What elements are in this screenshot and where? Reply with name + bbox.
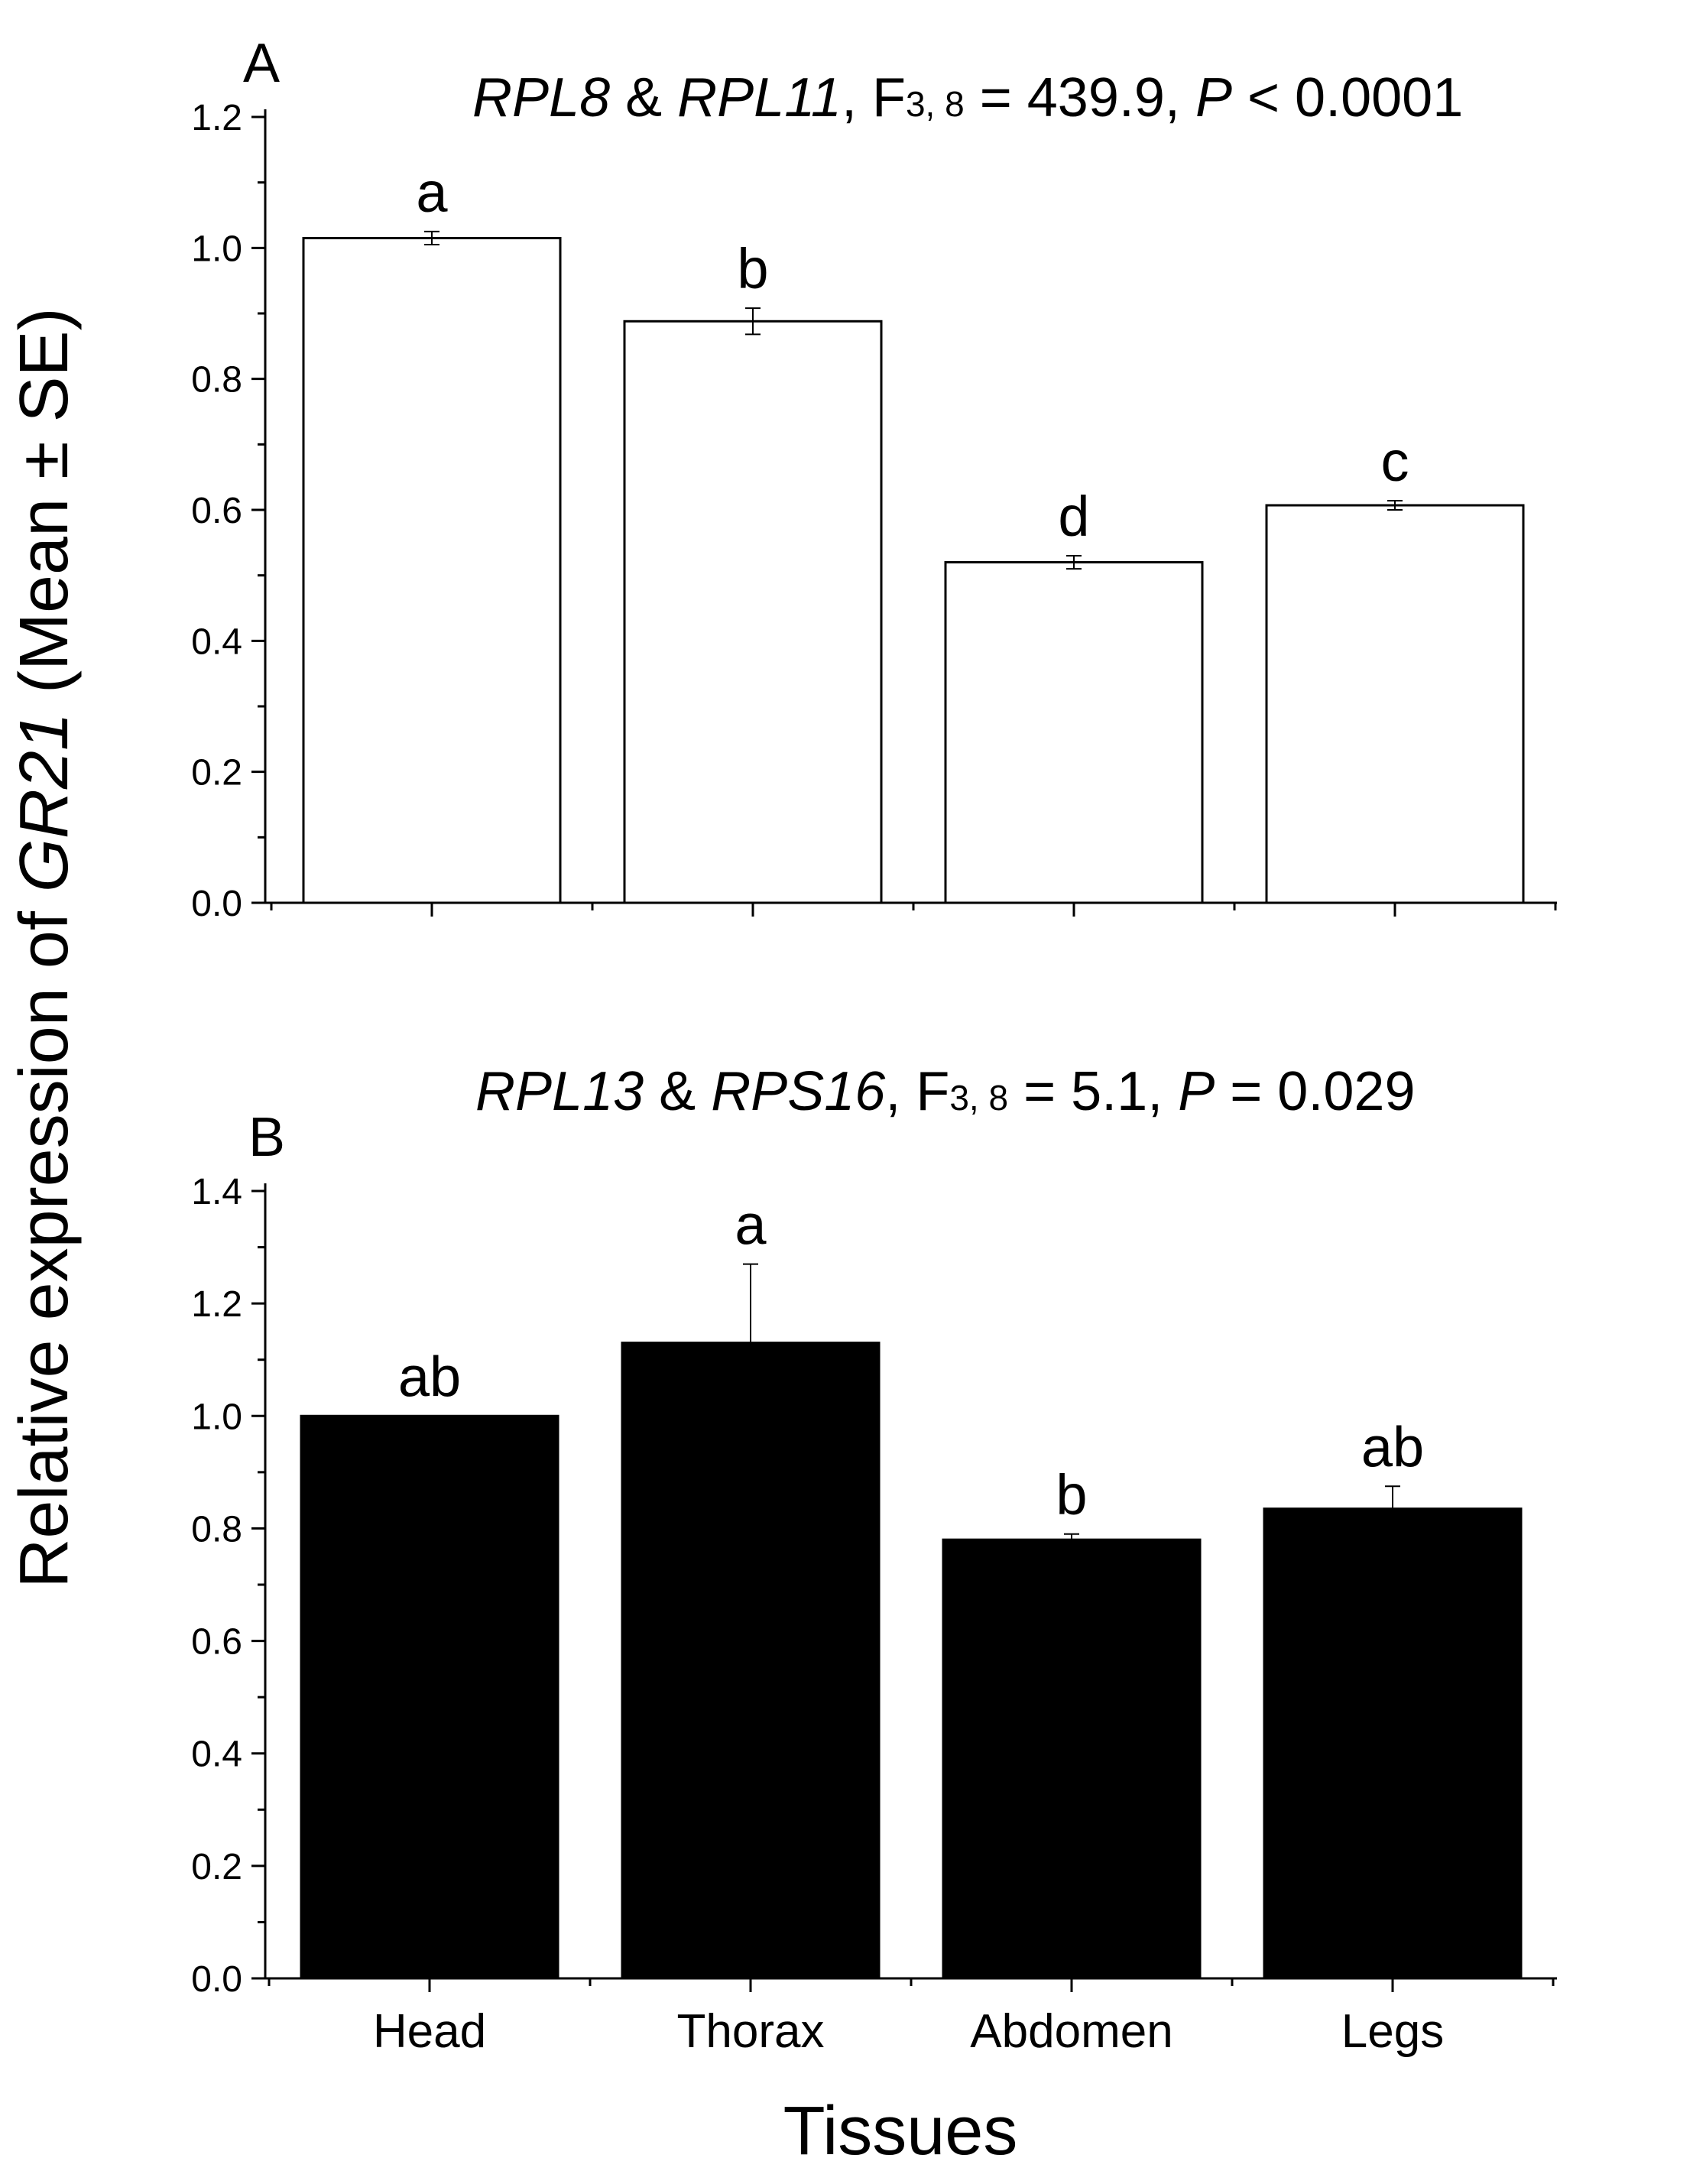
- panel-b-ref-gene-2: RPS16: [711, 1061, 886, 1122]
- panel-b-ref-gene-1: RPL13: [475, 1061, 644, 1122]
- panel-a-bar-legs: [1265, 504, 1525, 904]
- panel-b-y-tick-label: 0.2: [191, 1847, 242, 1887]
- panel-b-letter: B: [248, 1107, 285, 1168]
- panel-a-y-tick-label: 0.8: [191, 360, 242, 401]
- panel-a-significance-label: b: [737, 237, 768, 300]
- panel-a-significance-label: c: [1381, 430, 1409, 493]
- panel-b-bar-head: [300, 1414, 559, 1980]
- panel-a-bar-head: [302, 236, 562, 904]
- panel-b-y-tick-label: 0.6: [191, 1622, 242, 1663]
- panel-b-significance-label: ab: [1361, 1415, 1424, 1478]
- panel-a-significance-label: d: [1058, 485, 1089, 548]
- panel-b-y-tick-label: 0.4: [191, 1735, 242, 1775]
- y-axis-title-gene: GR21: [6, 712, 83, 892]
- y-axis-title: Relative expression of GR21 (Mean ± SE): [6, 307, 83, 1588]
- panel-b-y-tick-label: 1.0: [191, 1397, 242, 1437]
- panel-a-ref-gene-1: RPL8: [472, 67, 610, 128]
- panel-a-y-tick-label: 0.2: [191, 753, 242, 793]
- panel-b-significance-label: b: [1056, 1463, 1087, 1527]
- panel-b-significance-label: a: [735, 1193, 767, 1257]
- panel-a-f-df: 3, 8: [906, 84, 965, 124]
- x-category-label: Legs: [1341, 2005, 1444, 2058]
- panel-a-y-tick-label: 1.0: [191, 229, 242, 269]
- panel-b-bar-abdomen: [942, 1538, 1202, 1980]
- panel-a-ampersand: &: [610, 67, 677, 128]
- x-category-label: Thorax: [677, 2005, 825, 2058]
- panel-a-ref-gene-2: RPL11: [677, 67, 842, 128]
- panel-b-y-tick-label: 0.0: [191, 1959, 242, 2000]
- panel-a-p-symbol: P: [1195, 67, 1232, 128]
- y-axis-title-prefix: Relative expression of: [6, 892, 83, 1588]
- panel-b-f-df: 3, 8: [949, 1078, 1008, 1118]
- x-category-label: Abdomen: [970, 2005, 1172, 2058]
- panel-b-p-symbol: P: [1178, 1061, 1215, 1122]
- panel-a-y-tick-label: 0.0: [191, 884, 242, 924]
- panel-b-y-tick-label: 1.2: [191, 1284, 242, 1325]
- panel-b-significance-label: ab: [398, 1345, 461, 1408]
- panel-a-y-tick-label: 0.6: [191, 491, 242, 531]
- panel-b: B RPL13 & RPS16, F3, 8 = 5.1, P = 0.029 …: [191, 1061, 1557, 2058]
- x-category-label: Head: [373, 2005, 486, 2058]
- panel-b-y-tick-label: 0.8: [191, 1509, 242, 1550]
- panel-b-bar-thorax: [621, 1342, 881, 1980]
- panel-b-plot: 0.0 0.2 0.4 0.6 0.8 1.0 1.2 1.4 ab Head a Thorax b Ab…: [191, 1172, 1557, 2058]
- panel-b-y-tick-label: 1.4: [191, 1172, 242, 1212]
- panel-a-stat-title: RPL8 & RPL11, F3, 8 = 439.9, P < 0.0001: [472, 67, 1463, 128]
- x-axis-title: Tissues: [783, 2093, 1018, 2169]
- panel-a-y-tick-label: 0.4: [191, 621, 242, 662]
- panel-a: A RPL8 & RPL11, F3, 8 = 439.9, P < 0.000…: [191, 33, 1557, 924]
- panel-b-bar-legs: [1263, 1507, 1523, 1980]
- panel-a-p-value: < 0.0001: [1232, 67, 1463, 128]
- panel-b-f-label: , F: [885, 1061, 949, 1122]
- panel-b-ampersand: &: [644, 1061, 711, 1122]
- panel-a-letter: A: [243, 33, 280, 94]
- panel-a-f-label: , F: [842, 67, 906, 128]
- panel-a-f-value: = 439.9,: [965, 67, 1195, 128]
- panel-b-p-value: = 0.029: [1215, 1061, 1415, 1122]
- panel-a-bar-abdomen: [944, 561, 1204, 904]
- panel-b-stat-title: RPL13 & RPS16, F3, 8 = 5.1, P = 0.029: [475, 1061, 1415, 1122]
- panel-a-y-tick-label: 1.2: [191, 98, 242, 138]
- panel-a-plot: 0.0 0.2 0.4 0.6 0.8 1.0 1.2 a b d c: [191, 98, 1557, 924]
- panel-a-bar-thorax: [623, 320, 883, 904]
- panel-b-f-value: = 5.1,: [1008, 1061, 1178, 1122]
- y-axis-title-suffix: (Mean ± SE): [6, 307, 83, 712]
- panel-a-significance-label: a: [416, 161, 448, 224]
